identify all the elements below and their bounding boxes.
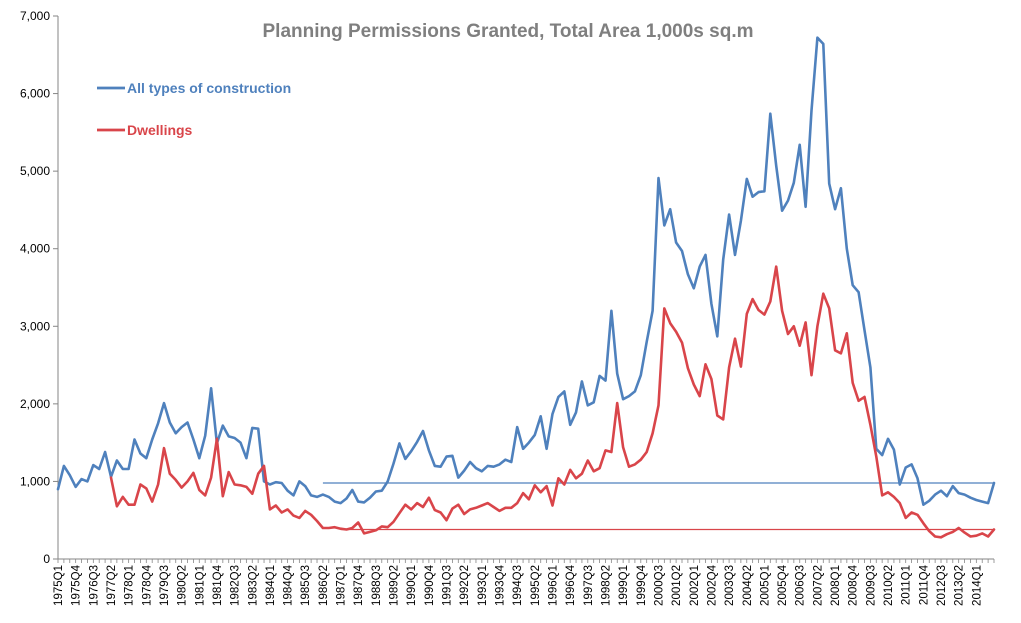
x-tick-label: 1977Q2 xyxy=(106,565,118,606)
x-tick-label: 1980Q2 xyxy=(177,565,189,606)
x-tick-label: 1984Q4 xyxy=(283,564,295,606)
x-tick-label: 1994Q3 xyxy=(512,565,524,606)
y-tick-label: 0 xyxy=(43,552,50,566)
x-tick-label: 1984Q1 xyxy=(265,565,277,606)
x-tick-label: 2004Q2 xyxy=(742,565,754,606)
x-tick-label: 1988Q3 xyxy=(371,565,383,606)
x-tick-label: 2011Q1 xyxy=(901,565,913,605)
series-line-all-construction xyxy=(56,36,996,507)
series-lines xyxy=(56,36,996,539)
reference-lines xyxy=(322,482,994,531)
x-tick-label: 1986Q2 xyxy=(318,565,330,606)
x-tick-label: 1981Q4 xyxy=(212,564,224,606)
x-tick-label: 1983Q2 xyxy=(247,565,259,606)
x-tick-label: 1987Q4 xyxy=(353,564,365,606)
x-tick-label: 1989Q2 xyxy=(389,565,401,606)
x-tick-label: 1992Q2 xyxy=(459,565,471,606)
x-tick-label: 2005Q4 xyxy=(777,564,789,606)
x-tick-label: 2012Q3 xyxy=(936,565,948,606)
x-tick-label: 1975Q4 xyxy=(71,564,83,606)
x-tick-label: 2008Q1 xyxy=(830,565,842,606)
y-tick-label: 2,000 xyxy=(20,397,50,411)
series-line-dwellings xyxy=(109,265,996,539)
x-tick-label: 2001Q2 xyxy=(671,565,683,606)
x-tick-label: 2010Q2 xyxy=(883,565,895,606)
x-tick-label: 2011Q4 xyxy=(918,564,930,605)
x-tick-label: 1982Q3 xyxy=(230,565,242,606)
x-tick-label: 1993Q1 xyxy=(477,565,489,606)
y-axis: 0 1,000 2,000 3,000 4,000 5,000 6,000 7,000 xyxy=(20,9,59,566)
x-tick-label: 1987Q1 xyxy=(336,565,348,606)
x-tick-label: 1990Q1 xyxy=(406,565,418,606)
x-tick-label: 2007Q2 xyxy=(812,565,824,606)
x-tick-label: 1997Q3 xyxy=(583,565,595,606)
x-tick-label: 2006Q3 xyxy=(795,565,807,606)
y-tick-label: 3,000 xyxy=(20,319,50,333)
x-tick-label: 1999Q1 xyxy=(618,565,630,606)
y-tick-label: 5,000 xyxy=(20,164,50,178)
x-tick-label: 1985Q3 xyxy=(300,565,312,606)
x-tick-label: 1976Q3 xyxy=(88,565,100,606)
x-axis: 1975Q1 1975Q4 1976Q3 1977Q2 1978Q1 1978Q4 1979… xyxy=(53,558,995,606)
x-tick-label: 1996Q1 xyxy=(547,565,559,606)
x-tick-label: 1996Q4 xyxy=(565,564,577,606)
y-tick-label: 7,000 xyxy=(20,9,50,23)
x-tick-label: 2005Q1 xyxy=(759,565,771,606)
legend: All types of construction Dwellings xyxy=(97,80,291,138)
x-tick-label: 1975Q1 xyxy=(53,565,65,606)
x-tick-label: 1990Q4 xyxy=(424,564,436,606)
x-tick-label: 2009Q3 xyxy=(865,565,877,606)
x-tick-label: 1998Q2 xyxy=(600,565,612,606)
x-tick-label: 1993Q4 xyxy=(495,564,507,606)
x-tick-label: 2002Q1 xyxy=(689,565,701,606)
x-tick-label: 2013Q2 xyxy=(954,565,966,606)
x-tick-label: 2002Q4 xyxy=(706,564,718,606)
x-tick-label: 2003Q3 xyxy=(724,565,736,606)
y-tick-label: 6,000 xyxy=(20,87,50,101)
x-tick-label: 2008Q4 xyxy=(848,564,860,606)
y-tick-label: 1,000 xyxy=(20,474,50,488)
x-tick-label: 1978Q1 xyxy=(124,565,136,606)
legend-dwellings: Dwellings xyxy=(127,122,193,138)
y-tick-label: 4,000 xyxy=(20,242,50,256)
x-tick-label: 1979Q3 xyxy=(159,565,171,606)
x-tick-label: 1981Q1 xyxy=(194,565,206,606)
x-tick-label: 2014Q1 xyxy=(971,565,983,606)
x-tick-label: 1999Q4 xyxy=(636,564,648,606)
x-tick-label: 1995Q2 xyxy=(530,565,542,606)
x-tick-label: 1978Q4 xyxy=(141,564,153,606)
chart-title: Planning Permissions Granted, Total Area… xyxy=(263,21,754,42)
legend-all-construction: All types of construction xyxy=(127,80,291,96)
x-tick-label: 1991Q3 xyxy=(442,565,454,606)
x-tick-label: 2000Q3 xyxy=(653,565,665,606)
